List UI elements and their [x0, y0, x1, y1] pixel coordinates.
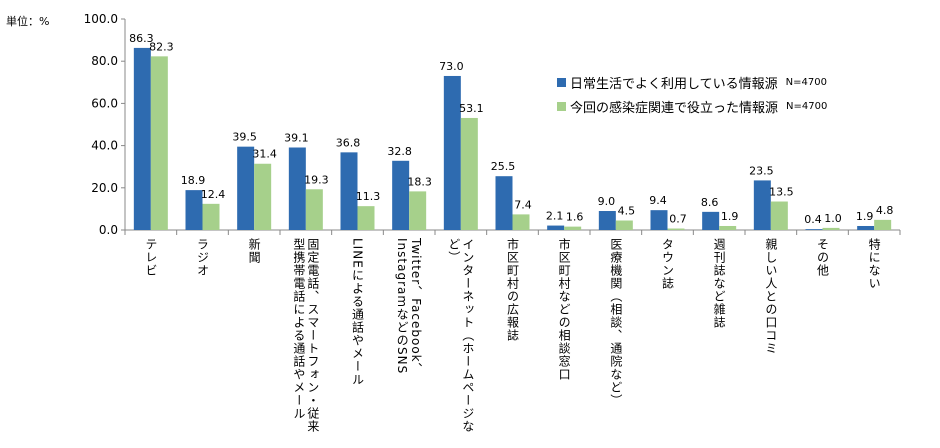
legend-n: N=4700: [786, 100, 828, 112]
bar-daily: [753, 180, 771, 230]
legend: 日常生活でよく利用している情報源 N=4700 今回の感染症関連で役立った情報源…: [557, 70, 827, 118]
data-label: 73.0: [439, 60, 464, 73]
data-label: 1.9: [721, 210, 739, 223]
legend-n: N=4700: [785, 76, 827, 88]
bar-covid: [564, 226, 582, 230]
x-category-label: Twitter、Facebook、InstagramなどのSNS: [395, 238, 424, 376]
bar-covid: [874, 219, 892, 230]
bar-daily: [495, 176, 513, 230]
bar-covid: [719, 225, 737, 230]
legend-swatch: [557, 101, 566, 111]
bar-daily: [443, 75, 461, 230]
data-label: 0.7: [669, 213, 687, 226]
y-tick-label: 100.0: [84, 12, 118, 26]
data-label: 1.6: [566, 211, 584, 224]
data-label: 39.1: [284, 131, 309, 144]
bar-covid: [202, 203, 220, 230]
bar-daily: [598, 211, 616, 230]
bar-daily: [185, 190, 203, 230]
y-tick-label: 20.0: [91, 181, 118, 195]
bar-covid: [254, 163, 272, 230]
data-label: 86.3: [129, 32, 154, 45]
y-tick-label: 40.0: [91, 139, 118, 153]
legend-label: 今回の感染症関連で役立った情報源: [570, 100, 779, 116]
data-label: 8.6: [701, 196, 719, 209]
x-category-label: その他: [815, 238, 830, 277]
data-label: 4.5: [618, 205, 636, 218]
bar-daily: [133, 47, 151, 231]
data-label: 9.0: [598, 195, 616, 208]
bar-covid: [667, 228, 685, 230]
x-category-label: 親しい人との口コミ: [763, 238, 778, 355]
data-label: 12.4: [201, 188, 226, 201]
bar-covid: [357, 206, 375, 230]
bar-daily: [702, 211, 720, 230]
bar-daily: [340, 152, 358, 230]
x-category-label: タウン誌: [660, 238, 675, 290]
legend-label: 日常生活でよく利用している情報源: [570, 76, 778, 92]
data-label: 31.4: [252, 148, 277, 161]
data-label: 19.3: [304, 173, 329, 186]
bar-covid: [512, 214, 530, 230]
data-label: 18.3: [407, 175, 432, 188]
bar-covid: [409, 191, 427, 230]
data-label: 11.3: [356, 190, 381, 203]
unit-label: 単位：%: [6, 15, 50, 28]
x-category-label: 市区町村などの相談窓口: [557, 238, 572, 381]
y-tick-label: 0.0: [99, 223, 118, 237]
bar-daily: [547, 225, 565, 230]
data-label: 18.9: [181, 174, 206, 187]
bar-covid: [770, 201, 788, 230]
x-category-label: 医療機関（相談、通院など）: [608, 238, 623, 407]
bar-covid: [460, 117, 478, 230]
y-tick-label: 80.0: [91, 54, 118, 68]
bar-covid: [615, 220, 633, 230]
data-label: 4.8: [876, 204, 894, 217]
legend-swatch: [557, 77, 566, 87]
bar-daily: [392, 160, 410, 230]
data-label: 39.5: [232, 131, 257, 144]
data-label: 23.5: [749, 164, 774, 177]
bar-covid: [150, 56, 168, 230]
bar-daily: [650, 210, 668, 230]
data-label: 13.5: [769, 186, 794, 199]
data-label: 9.4: [649, 194, 667, 207]
x-category-label: LINEによる通話やメール: [350, 238, 365, 386]
x-category-label: ラジオ: [195, 238, 210, 277]
bar-covid: [305, 189, 323, 230]
data-label: 0.4: [804, 213, 822, 226]
bar-daily: [288, 147, 306, 230]
x-category-label: 市区町村の広報誌: [505, 238, 520, 342]
data-label: 1.0: [824, 212, 842, 225]
data-label: 53.1: [459, 102, 484, 115]
legend-item: 日常生活でよく利用している情報源 N=4700: [557, 70, 827, 94]
x-category-label: 固定電話、スマートフォン・従来型携帯電話による通話やメール: [291, 238, 320, 433]
data-label: 2.1: [546, 210, 564, 223]
x-category-label: 新聞: [247, 238, 262, 264]
x-category-label: テレビ: [143, 238, 158, 277]
x-category-label: 特にない: [867, 238, 882, 290]
legend-item: 今回の感染症関連で役立った情報源 N=4700: [557, 94, 827, 118]
x-category-label: インターネット（ホームページなど）: [446, 238, 475, 433]
data-label: 82.3: [149, 40, 174, 53]
bar-covid: [822, 227, 840, 230]
data-label: 36.8: [336, 136, 361, 149]
data-label: 32.8: [387, 145, 412, 158]
bar-daily: [237, 146, 255, 230]
bar-daily: [805, 229, 823, 230]
x-category-label: 週刊誌など雑誌: [712, 238, 727, 329]
data-label: 7.4: [514, 198, 532, 211]
data-label: 25.5: [491, 160, 516, 173]
data-label: 1.9: [856, 210, 874, 223]
y-tick-label: 60.0: [91, 96, 118, 110]
bar-daily: [857, 225, 875, 230]
